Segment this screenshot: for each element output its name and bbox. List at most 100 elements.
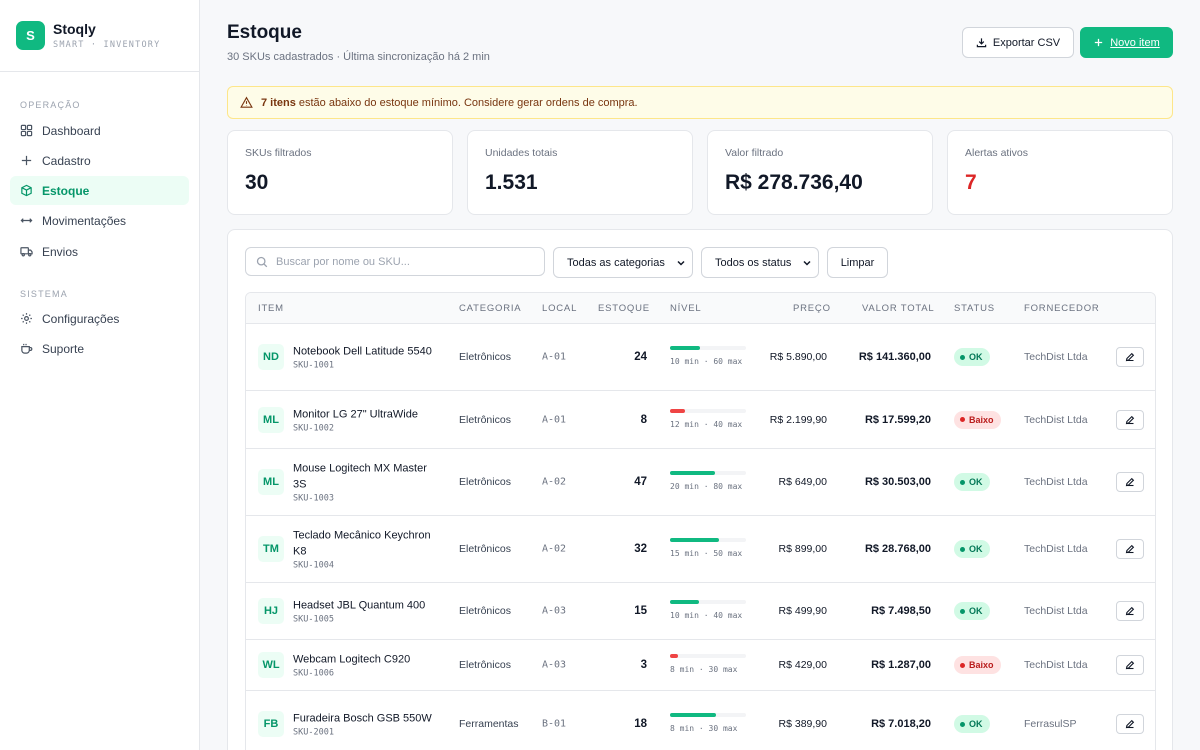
item-total: R$ 17.599,20 [864, 413, 931, 426]
sidebar-item-configuracoes[interactable]: Configurações [10, 304, 189, 333]
item-location: A-02 [542, 543, 567, 555]
table-header: ITEM CATEGORIA LOCAL ESTOQUE NÍVEL PREÇO… [246, 293, 1155, 324]
status-badge: OK [954, 348, 990, 366]
status-label: Baixo [969, 414, 994, 425]
item-price: R$ 649,00 [778, 476, 827, 488]
status-dot-icon [960, 721, 965, 727]
sidebar-item-label: Envios [42, 244, 79, 259]
item-status: Baixo [954, 656, 1001, 674]
sidebar-item-label: Suporte [42, 341, 85, 356]
sidebar-item-suporte[interactable]: Suporte [10, 334, 189, 363]
alert-count: 7 itens [261, 96, 296, 109]
grid-icon [20, 124, 33, 137]
item-category: Eletrônicos [459, 605, 511, 617]
stat-label: SKUs filtrados [245, 147, 312, 159]
sidebar-item-label: Cadastro [42, 153, 91, 168]
item-supplier: TechDist Ltda [1024, 543, 1088, 555]
status-select[interactable]: Todos os status [701, 247, 819, 278]
plus-icon [21, 155, 32, 166]
stat-value: 1.531 [485, 171, 538, 194]
item-location: B-01 [542, 718, 567, 730]
stat-label: Valor filtrado [725, 147, 784, 159]
export-csv-button[interactable]: Exportar CSV [962, 27, 1074, 58]
th-level: NÍVEL [670, 303, 702, 314]
arrows-icon [20, 218, 33, 223]
sidebar-item-dashboard[interactable]: Dashboard [10, 116, 189, 145]
pencil-icon [1125, 719, 1135, 729]
item-stock: 15 [634, 605, 647, 617]
level-text: 15 min · 50 max [670, 549, 743, 558]
level-bar [670, 471, 746, 475]
level-bar-fill [670, 538, 719, 542]
th-local: LOCAL [542, 303, 578, 314]
level-bar-fill [670, 471, 715, 475]
item-sku: SKU-1001 [293, 360, 334, 371]
level-text: 20 min · 80 max [670, 482, 743, 491]
edit-item-button[interactable] [1116, 347, 1144, 367]
edit-item-button[interactable] [1116, 714, 1144, 734]
search-input[interactable] [276, 255, 526, 268]
item-avatar: HJ [258, 598, 284, 624]
brand-tagline: SMART · INVENTORY [53, 40, 161, 50]
status-dot-icon [960, 479, 965, 485]
sidebar-item-movimentacoes[interactable]: Movimentações [10, 206, 189, 235]
search-box[interactable] [245, 247, 545, 276]
stat-card-units: Unidades totais 1.531 [467, 130, 693, 215]
item-location: A-01 [542, 414, 567, 425]
item-status: OK [954, 715, 990, 733]
edit-item-button[interactable] [1116, 655, 1144, 675]
item-level: 15 min · 50 max [670, 538, 748, 560]
table-row: HJ Headset JBL Quantum 400 SKU-1005 Eletrôn… [246, 583, 1155, 640]
sidebar-item-label: Configurações [42, 311, 120, 326]
th-stock: ESTOQUE [598, 303, 650, 314]
cup-icon [21, 343, 33, 354]
sidebar-item-envios[interactable]: Envios [10, 237, 189, 266]
level-text: 8 min · 30 max [670, 665, 738, 674]
category-select[interactable]: Todas as categorias [553, 247, 693, 278]
item-info: Furadeira Bosch GSB 550W SKU-2001 [293, 711, 443, 738]
gear-icon [21, 313, 32, 324]
inventory-panel: Todas as categorias Todos os status Limp… [227, 229, 1173, 750]
stat-label: Unidades totais [485, 147, 558, 159]
status-select-value: Todos os status [715, 256, 792, 269]
brand-logo: S [16, 21, 45, 50]
plus-icon [1095, 38, 1103, 47]
item-level: 12 min · 40 max [670, 408, 748, 431]
th-total: VALOR TOTAL [862, 303, 935, 314]
status-dot-icon [960, 354, 965, 360]
level-text: 10 min · 40 max [670, 611, 743, 620]
edit-item-button[interactable] [1116, 601, 1144, 621]
item-supplier: TechDist Ltda [1024, 476, 1088, 488]
sidebar-item-cadastro[interactable]: Cadastro [10, 146, 189, 175]
item-sku: SKU-1002 [293, 423, 334, 433]
item-category: Eletrônicos [459, 476, 511, 488]
status-dot-icon [960, 417, 965, 422]
new-item-button[interactable]: Novo item [1080, 27, 1173, 58]
level-bar-fill [670, 346, 701, 350]
item-avatar: ML [258, 406, 284, 433]
item-category: Eletrônicos [459, 413, 511, 426]
item-info: Monitor LG 27" UltraWide SKU-1002 [293, 406, 443, 433]
pencil-icon [1125, 477, 1135, 487]
item-supplier: TechDist Ltda [1024, 413, 1088, 426]
item-stock: 18 [634, 718, 647, 730]
item-name: Notebook Dell Latitude 5540 [293, 345, 432, 358]
sidebar-item-estoque[interactable]: Estoque [10, 176, 189, 205]
low-stock-alert: 7 itens estão abaixo do estoque mínimo. … [227, 86, 1173, 119]
item-category: Ferramentas [459, 718, 519, 730]
table-row: ND Notebook Dell Latitude 5540 SKU-1001 Ele… [246, 324, 1155, 391]
item-stock: 24 [634, 351, 647, 363]
clear-filters-button[interactable]: Limpar [827, 247, 888, 278]
edit-item-button[interactable] [1116, 539, 1144, 559]
edit-item-button[interactable] [1116, 409, 1144, 430]
edit-item-button[interactable] [1116, 472, 1144, 492]
new-item-label: Novo item [1110, 36, 1160, 49]
status-badge: OK [954, 473, 990, 491]
level-bar [670, 408, 746, 413]
table-row: ML Mouse Logitech MX Master 3S SKU-1003 Ele… [246, 449, 1155, 516]
sidebar-item-label: Movimentações [42, 213, 127, 228]
status-label: Baixo [969, 660, 994, 670]
item-level: 8 min · 30 max [670, 654, 748, 676]
status-badge: OK [954, 540, 990, 558]
item-supplier: TechDist Ltda [1024, 605, 1088, 617]
